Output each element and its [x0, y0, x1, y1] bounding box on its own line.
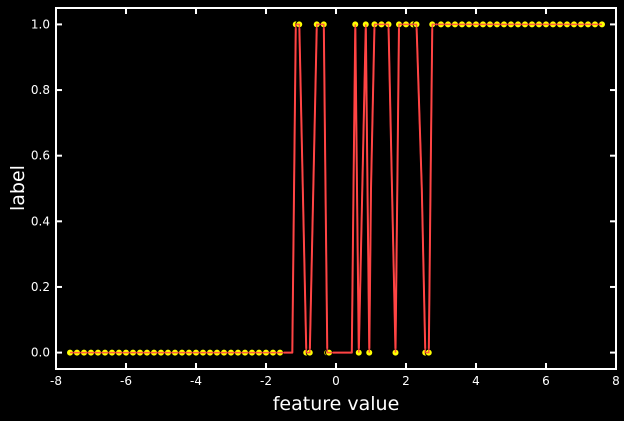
series-points-group — [66, 20, 606, 357]
y-tick-label: 0.0 — [31, 346, 50, 360]
x-tick-label: -2 — [260, 374, 272, 388]
y-tick-label: 0.4 — [31, 214, 50, 228]
x-tick-label: -6 — [120, 374, 132, 388]
x-axis-label: feature value — [273, 393, 400, 415]
x-tick-label: 4 — [472, 374, 480, 388]
x-tick-label: -8 — [50, 374, 62, 388]
y-tick-label: 0.6 — [31, 149, 50, 163]
x-tick-label: 2 — [402, 374, 410, 388]
y-tick-label: 0.8 — [31, 83, 50, 97]
x-tick-label: -4 — [190, 374, 202, 388]
fitted-line-overlay — [70, 23, 602, 354]
y-axis-label: label — [7, 165, 29, 211]
y-tick-label: 0.2 — [31, 280, 50, 294]
x-tick-label: 8 — [612, 374, 620, 388]
x-tick-labels: -8 -6 -4 -2 0 2 4 6 8 — [50, 374, 620, 388]
y-tick-labels: 0.0 0.2 0.4 0.6 0.8 1.0 — [31, 17, 50, 359]
x-tick-label: 6 — [542, 374, 550, 388]
tick-marks — [55, 8, 617, 369]
x-tick-label: 0 — [332, 374, 340, 388]
y-tick-label: 1.0 — [31, 17, 50, 31]
